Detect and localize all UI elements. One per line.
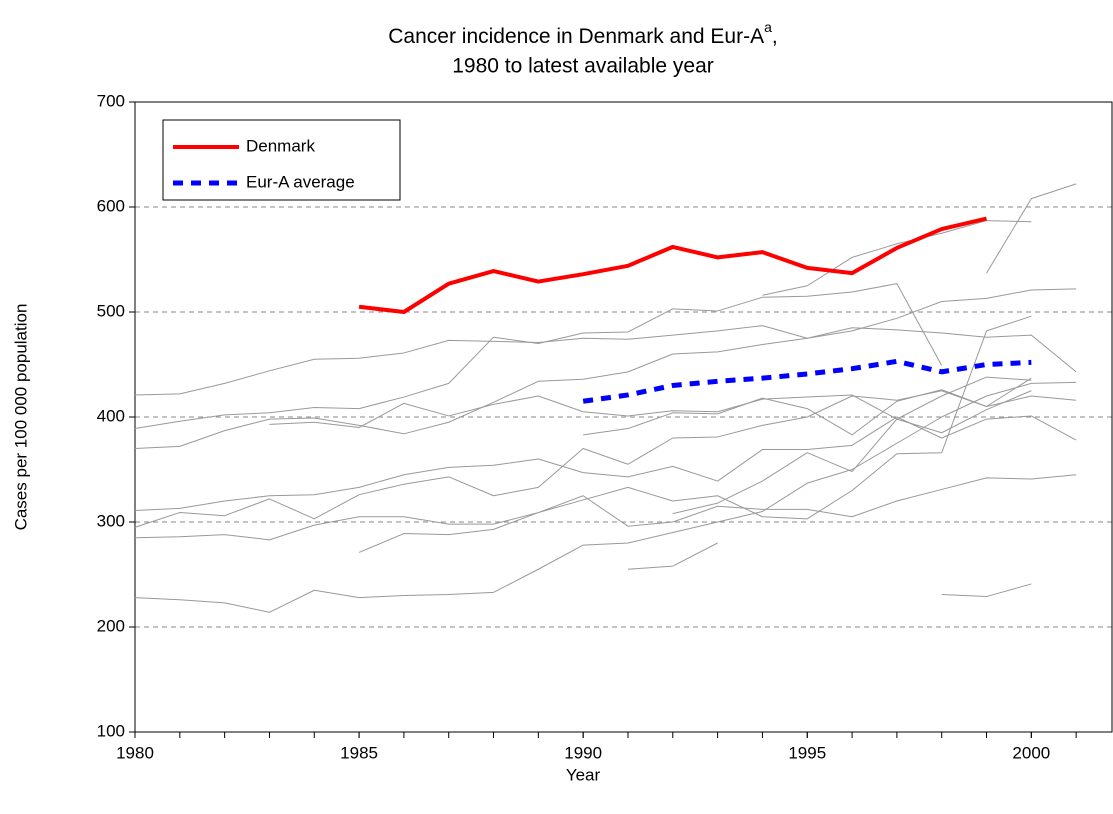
background-line <box>134 390 1077 528</box>
y-tick-label: 500 <box>97 301 125 320</box>
series-line <box>358 216 987 314</box>
chart-title: Cancer incidence in Denmark and Eur-A <box>388 25 764 48</box>
y-tick-label: 600 <box>97 196 125 215</box>
x-tick-label: 1990 <box>564 743 602 762</box>
background-line <box>134 415 1077 511</box>
background-line <box>986 183 1077 274</box>
y-tick-label: 700 <box>97 91 125 110</box>
background-line <box>134 288 1077 449</box>
legend-label: Denmark <box>246 136 315 155</box>
chart-title-line: Cancer incidence in Denmark and Eur-Aa, <box>388 19 778 48</box>
plot-frame <box>134 101 1113 733</box>
series-line <box>582 358 1032 404</box>
x-tick-label: 1985 <box>340 743 378 762</box>
background-line <box>269 376 1032 428</box>
background-line <box>134 325 1077 396</box>
y-tick-label: 200 <box>97 616 125 635</box>
y-tick-label: 300 <box>97 511 125 530</box>
x-tick-label: 1980 <box>116 743 154 762</box>
title-superscript: a <box>764 19 772 35</box>
background-line <box>134 381 1077 613</box>
legend-label: Eur-A average <box>246 172 355 191</box>
x-tick-label: 2000 <box>1012 743 1050 762</box>
background-line <box>627 542 718 570</box>
background-line <box>762 220 1032 296</box>
background-line <box>358 315 1032 553</box>
background-line <box>583 377 1032 436</box>
title-suffix: , <box>772 25 778 48</box>
background-line <box>941 583 1032 598</box>
x-axis-label: Year <box>566 765 601 784</box>
background-line <box>134 474 1077 541</box>
y-axis-label: Cases per 100 000 population <box>11 304 30 531</box>
background-line <box>134 283 943 430</box>
background-line <box>672 390 1032 515</box>
y-tick-label: 100 <box>97 721 125 740</box>
y-tick-label: 400 <box>97 406 125 425</box>
legend-box <box>162 119 401 201</box>
x-tick-label: 1995 <box>788 743 826 762</box>
chart-subtitle: 1980 to latest available year <box>452 55 714 78</box>
